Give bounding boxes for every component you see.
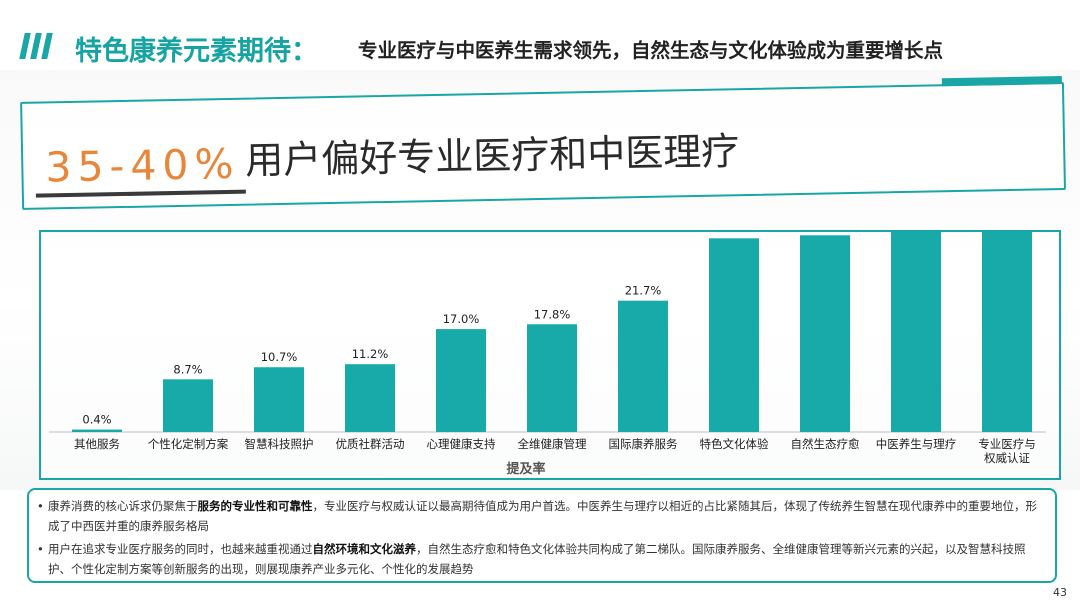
bullet-icon: • [37, 499, 44, 513]
bar-2 [254, 367, 304, 432]
bullet-icon: • [37, 542, 44, 556]
value-label-5: 17.8% [534, 307, 571, 321]
page-subtitle: 专业医疗与中医养生需求领先，自然生态与文化体验成为重要增长点 [358, 39, 944, 62]
category-label-2: 智慧科技照护 [245, 437, 314, 451]
page-title: 特色康养元素期待： [75, 36, 318, 67]
value-label-1: 8.7% [173, 362, 202, 376]
chart-frame: 0.4% 其他服务 8.7% 个性化定制方案 10.7% 智慧科技照护 11.2% 优质社群活… [39, 230, 1061, 480]
bar-7 [709, 238, 759, 432]
note-text-2b: 自然环境和文化滋养 [312, 542, 417, 556]
banner-text: 用户偏好专业医疗和中医理疗 [244, 129, 740, 183]
bar-10 [982, 232, 1032, 432]
bar-0 [72, 429, 122, 432]
bar-5 [527, 324, 577, 432]
value-label-7: 32.0% [710, 232, 759, 235]
page-number: 43 [1053, 586, 1067, 599]
note-text-1b: 服务的专业性和可靠性 [197, 499, 313, 513]
highlight-banner: 35-40% 用户偏好专业医疗和中医理疗 [14, 75, 1066, 210]
note-text-2c: ，自然生态疗愈和特色文化体验共同构成了第二梯队。国际康养服务、全维健康管理等新兴… [48, 542, 1026, 576]
bar-4 [436, 329, 486, 432]
category-label-10: 专业医疗与权威认证 [978, 437, 1036, 465]
category-label-3: 优质社群活动 [336, 437, 405, 451]
value-label-4: 17.0% [443, 312, 480, 326]
category-label-0: 其他服务 [74, 437, 120, 451]
bar-8 [800, 235, 850, 432]
category-label-9: 中医养生与理疗 [876, 437, 957, 451]
value-label-6: 21.7% [625, 284, 662, 298]
category-label-8: 自然生态疗愈 [791, 437, 860, 451]
category-label-7: 特色文化体验 [700, 437, 769, 451]
note-item: • 用户在追求专业医疗服务的同时，也越来越重视通过自然环境和文化滋养，自然生态疗… [37, 539, 1043, 579]
notes-box: • 康养消费的核心诉求仍聚焦于服务的专业性和可靠性，专业医疗与权威认证以最高期待… [27, 488, 1057, 583]
bar-6 [618, 300, 668, 432]
value-label-2: 10.7% [261, 350, 298, 364]
category-label-1: 个性化定制方案 [148, 437, 229, 451]
bar-9 [891, 232, 941, 432]
banner-percent: 35-40% [44, 139, 240, 192]
note-item: • 康养消费的核心诉求仍聚焦于服务的专业性和可靠性，专业医疗与权威认证以最高期待… [37, 496, 1043, 536]
category-label-4: 心理健康支持 [427, 437, 496, 451]
note-text-1a: 康养消费的核心诉求仍聚焦于 [48, 499, 198, 513]
category-label-5: 全维健康管理 [518, 437, 587, 451]
bar-chart: 0.4% 其他服务 8.7% 个性化定制方案 10.7% 智慧科技照护 11.2% 优质社群活… [49, 232, 1046, 477]
header-stripes-icon [19, 33, 53, 59]
value-label-0: 0.4% [82, 413, 111, 427]
category-label-6: 国际康养服务 [609, 437, 678, 451]
note-text-1c: ，专业医疗与权威认证以最高期待值成为用户首选。中医养生与理疗以相近的占比紧随其后… [48, 499, 1037, 533]
value-label-3: 11.2% [352, 347, 389, 361]
note-text-2a: 用户在追求专业医疗服务的同时，也越来越重视通过 [48, 542, 313, 556]
bar-1 [163, 379, 213, 432]
x-axis-title: 提及率 [506, 461, 545, 477]
bar-3 [345, 364, 395, 432]
